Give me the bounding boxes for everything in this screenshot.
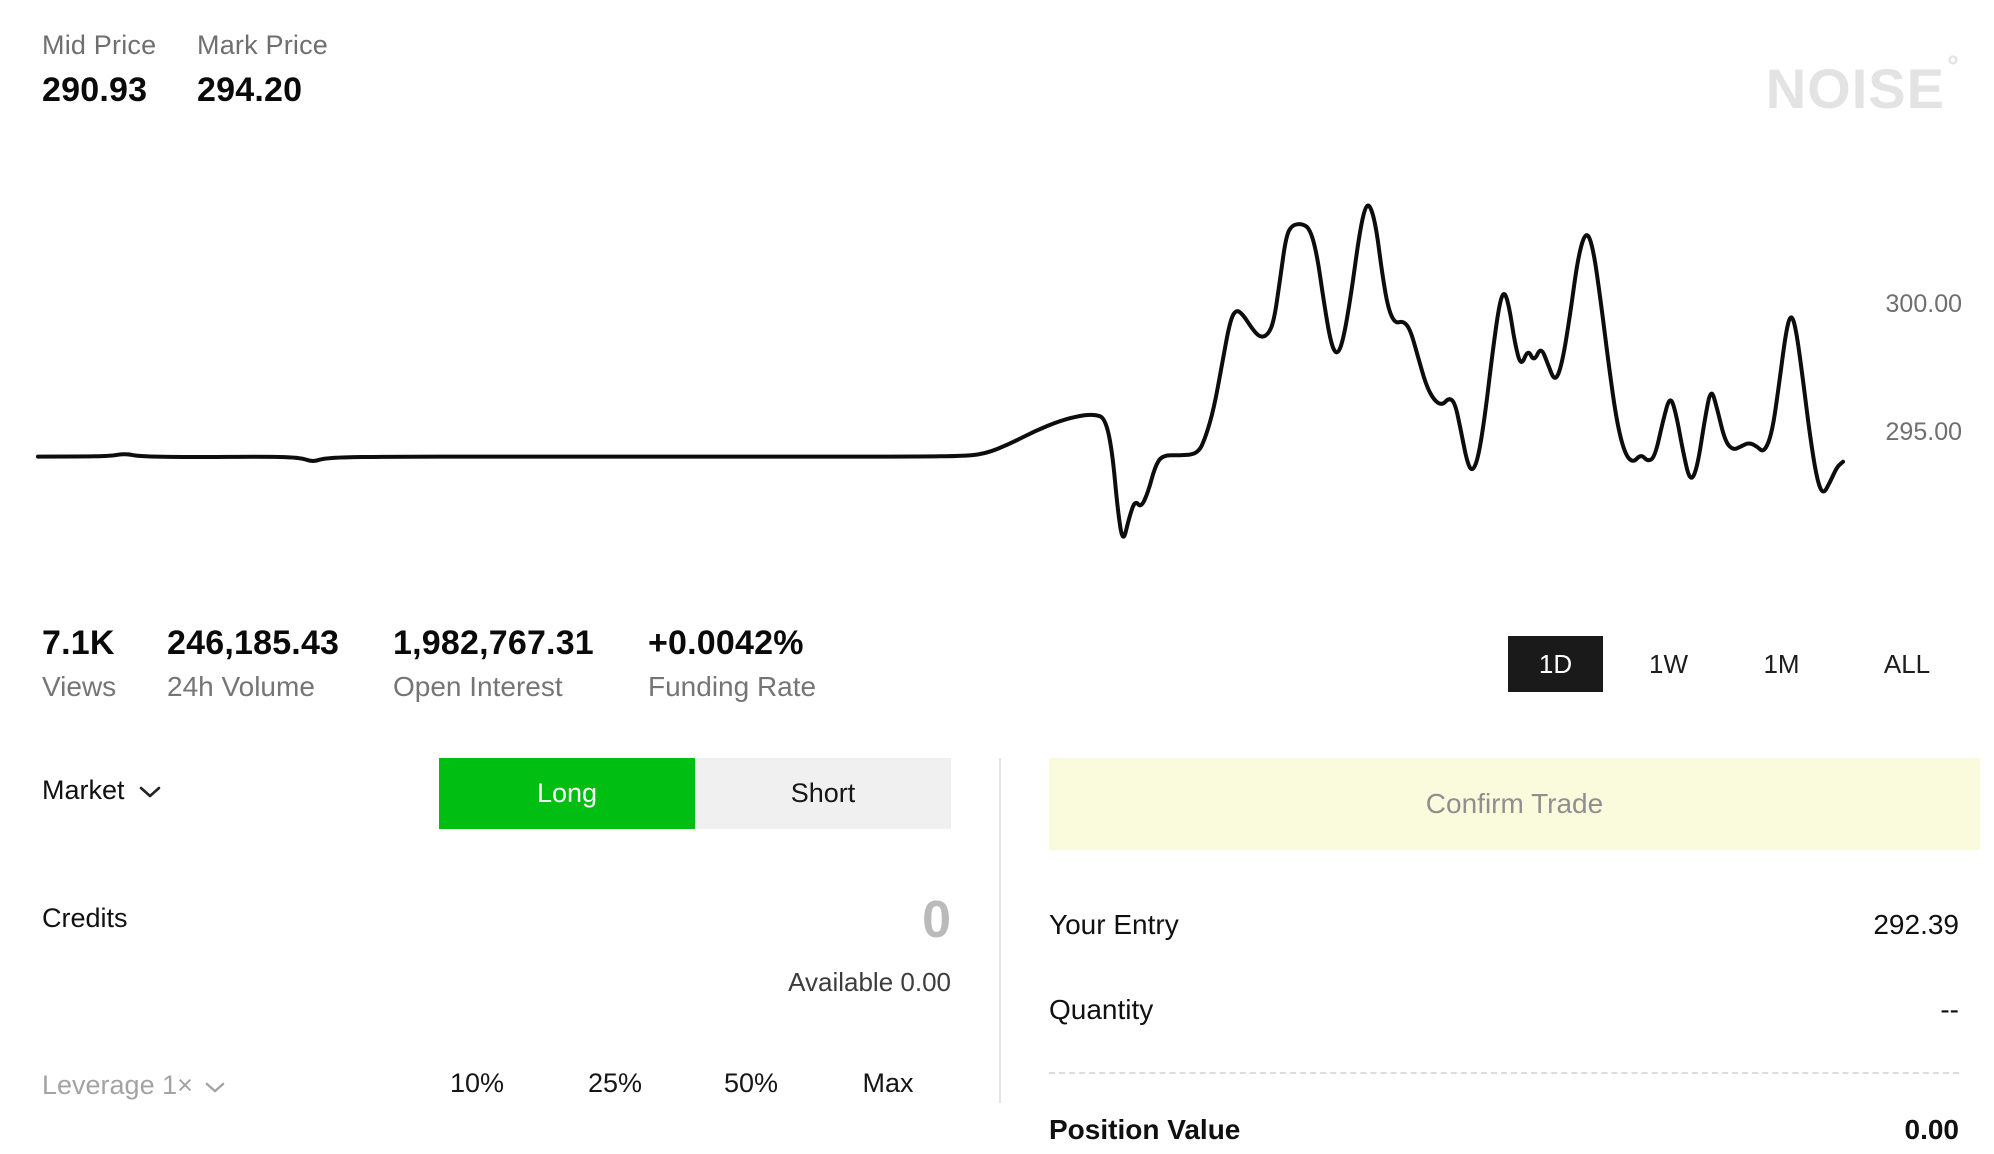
- mark-price-value: 294.20: [197, 71, 303, 109]
- stat-open-interest-value: 1,982,767.31: [393, 624, 594, 662]
- range-button-all[interactable]: ALL: [1847, 636, 1967, 692]
- range-button-1m[interactable]: 1M: [1734, 636, 1829, 692]
- stat-volume-label: 24h Volume: [167, 671, 315, 702]
- stat-open-interest-label: Open Interest: [393, 671, 563, 702]
- leverage-label: Leverage 1×: [42, 1070, 193, 1100]
- stat-funding-rate-label: Funding Rate: [648, 671, 817, 702]
- mark-price-block: Mark Price 294.20: [197, 30, 328, 110]
- percent-10-button[interactable]: 10%: [449, 1068, 505, 1098]
- quantity-value: --: [1940, 994, 1959, 1025]
- stat-funding-rate-value: +0.0042%: [648, 624, 804, 662]
- range-button-1d[interactable]: 1D: [1508, 636, 1603, 692]
- summary-divider: [1049, 1072, 1959, 1074]
- stat-views: 7.1K Views: [42, 624, 116, 703]
- range-button-1w[interactable]: 1W: [1621, 636, 1716, 692]
- market-dropdown[interactable]: Market: [42, 775, 161, 806]
- percent-max-button[interactable]: Max: [862, 1068, 914, 1098]
- position-value-value: 0.00: [1904, 1114, 1960, 1145]
- mid-price-label: Mid Price: [42, 30, 157, 60]
- y-axis-tick-300: 300.00: [1885, 290, 1962, 318]
- side-toggle: Long Short: [439, 758, 951, 829]
- mid-price-block: Mid Price 290.93: [42, 30, 156, 110]
- quantity-row: Quantity --: [1049, 986, 1959, 1034]
- your-entry-row: Your Entry 292.39: [1049, 901, 1959, 949]
- degree-mark: °: [1947, 50, 1960, 83]
- stat-open-interest: 1,982,767.31 Open Interest: [393, 624, 594, 703]
- stat-views-value: 7.1K: [42, 624, 115, 662]
- stat-volume: 246,185.43 24h Volume: [167, 624, 339, 703]
- available-balance: Available 0.00: [788, 967, 951, 997]
- your-entry-value: 292.39: [1873, 909, 1959, 940]
- chevron-down-icon: [139, 775, 161, 806]
- position-value-label: Position Value: [1049, 1114, 1241, 1145]
- percent-50-button[interactable]: 50%: [723, 1068, 779, 1098]
- market-dropdown-label: Market: [42, 775, 125, 805]
- long-button[interactable]: Long: [439, 758, 695, 829]
- chevron-down-icon: [205, 1070, 225, 1101]
- y-axis-tick-295: 295.00: [1885, 418, 1962, 446]
- stat-views-label: Views: [42, 671, 117, 702]
- price-line: [36, 203, 1845, 539]
- mark-price-label: Mark Price: [197, 30, 329, 60]
- leverage-dropdown[interactable]: Leverage 1×: [42, 1070, 225, 1101]
- percent-25-button[interactable]: 25%: [587, 1068, 643, 1098]
- mid-price-value: 290.93: [42, 71, 148, 109]
- your-entry-label: Your Entry: [1049, 909, 1179, 940]
- price-chart: [36, 203, 1845, 539]
- noise-logo: NOISE°: [1765, 50, 1960, 120]
- credits-label: Credits: [42, 903, 128, 933]
- confirm-trade-button[interactable]: Confirm Trade: [1049, 758, 1980, 850]
- stat-volume-value: 246,185.43: [167, 624, 340, 662]
- panel-divider: [999, 758, 1001, 1103]
- position-value-row: Position Value 0.00: [1049, 1106, 1959, 1154]
- time-range-toggle: 1D 1W 1M ALL: [1508, 636, 1967, 692]
- short-button[interactable]: Short: [695, 758, 951, 829]
- quantity-label: Quantity: [1049, 994, 1154, 1025]
- stat-funding-rate: +0.0042% Funding Rate: [648, 624, 816, 703]
- credits-amount-input[interactable]: 0: [922, 891, 951, 949]
